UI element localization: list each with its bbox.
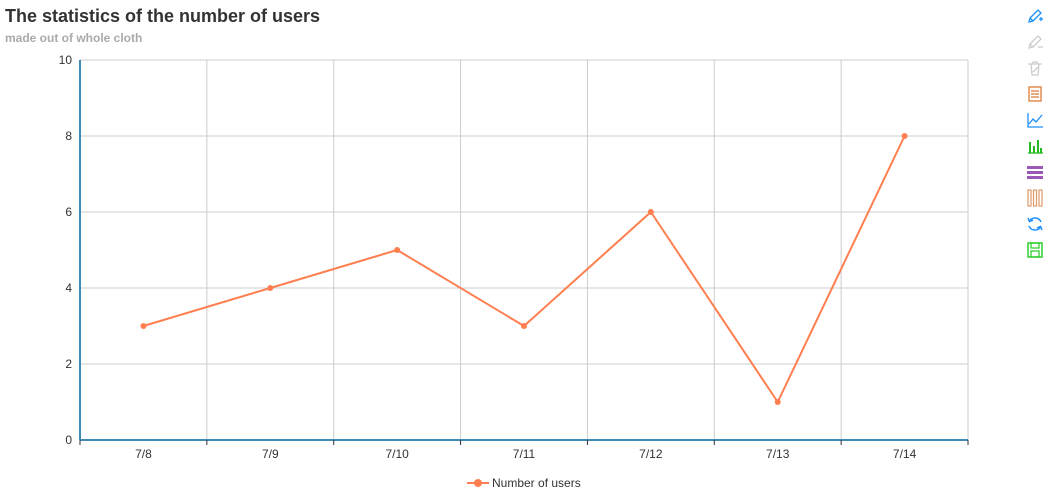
- y-tick-label: 8: [65, 129, 72, 143]
- data-point: [774, 399, 781, 405]
- data-point: [394, 247, 401, 253]
- x-tick-label: 7/10: [385, 447, 409, 461]
- line-chart-icon[interactable]: [1024, 107, 1046, 133]
- chart-title: The statistics of the number of users: [5, 6, 321, 26]
- mark-icon[interactable]: [1024, 3, 1046, 29]
- x-tick-label: 7/14: [893, 447, 917, 461]
- mark-clear-icon[interactable]: [1024, 55, 1046, 81]
- data-point: [901, 133, 908, 139]
- x-tick-label: 7/12: [639, 447, 663, 461]
- x-tick-label: 7/9: [262, 447, 279, 461]
- y-tick-label: 10: [59, 53, 73, 67]
- data-point: [647, 209, 654, 215]
- legend-label: Number of users: [492, 476, 581, 490]
- legend-item: Number of users: [467, 476, 581, 490]
- bar-chart-icon[interactable]: [1024, 133, 1046, 159]
- stack-icon[interactable]: [1024, 159, 1046, 185]
- data-point: [267, 285, 274, 291]
- x-tick-label: 7/13: [766, 447, 790, 461]
- chart-subtitle: made out of whole cloth: [5, 31, 143, 45]
- y-tick-label: 0: [65, 433, 72, 447]
- data-point: [140, 323, 147, 329]
- x-tick-label: 7/8: [135, 447, 152, 461]
- y-tick-label: 2: [65, 357, 72, 371]
- data-point: [521, 323, 527, 329]
- toolbox: [1024, 3, 1046, 263]
- x-tick-label: 7/11: [513, 447, 536, 461]
- save-image-icon[interactable]: [1024, 237, 1046, 263]
- y-tick-label: 4: [65, 281, 72, 295]
- series-line: [143, 135, 906, 403]
- mark-undo-icon[interactable]: [1024, 29, 1046, 55]
- legend-marker-icon: [474, 479, 482, 487]
- data-view-icon[interactable]: [1024, 81, 1046, 107]
- tiled-icon[interactable]: [1024, 185, 1046, 211]
- y-tick-label: 6: [65, 205, 72, 219]
- restore-icon[interactable]: [1024, 211, 1046, 237]
